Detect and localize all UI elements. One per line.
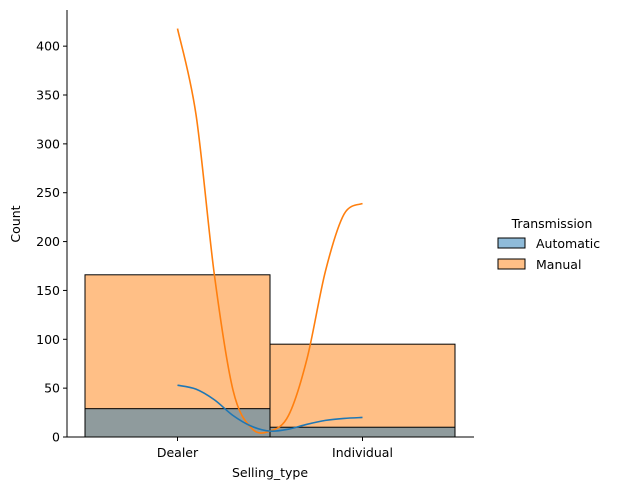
y-ticks: 0 50 100 150 200 250 300 350 400 — [36, 39, 67, 445]
bar-automatic-dealer — [84, 408, 271, 438]
y-tick-label: 100 — [36, 332, 60, 347]
legend-label-automatic: Automatic — [536, 236, 600, 251]
x-tick-label: Individual — [332, 445, 393, 460]
kde-curves — [176, 28, 363, 434]
bars-group — [84, 274, 456, 438]
y-tick-label: 150 — [36, 283, 60, 298]
legend-title: Transmission — [511, 216, 593, 231]
y-tick-label: 350 — [36, 88, 60, 103]
y-tick-label: 300 — [36, 136, 60, 151]
x-axis-label: Selling_type — [232, 465, 308, 480]
kde-line-manual — [176, 28, 363, 434]
kde-line-automatic — [177, 384, 363, 433]
y-tick-label: 250 — [36, 185, 60, 200]
bar-automatic-individual — [269, 426, 456, 438]
y-tick-label: 200 — [36, 234, 60, 249]
legend-swatch-manual — [497, 258, 526, 270]
y-tick-label: 400 — [36, 39, 60, 54]
bar-manual-individual — [269, 343, 456, 438]
x-tick-label: Dealer — [157, 445, 199, 460]
y-tick-label: 0 — [52, 430, 60, 445]
y-axis-label: Count — [8, 205, 23, 242]
legend: Transmission Automatic Manual — [497, 216, 600, 272]
axes — [66, 10, 474, 438]
y-tick-label: 50 — [44, 381, 60, 396]
x-ticks: Dealer Individual — [157, 437, 393, 460]
legend-swatch-automatic — [497, 237, 526, 249]
legend-label-manual: Manual — [536, 257, 581, 272]
